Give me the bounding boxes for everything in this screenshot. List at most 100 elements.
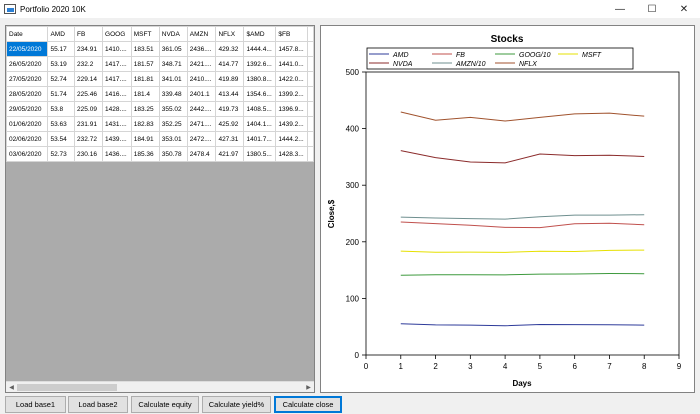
- table-cell[interactable]: 419.89: [215, 71, 245, 87]
- table-cell[interactable]: 348.71: [158, 56, 188, 72]
- table-cell[interactable]: 1444.2...: [275, 131, 309, 147]
- table-cell[interactable]: 53.19: [47, 56, 76, 72]
- table-row[interactable]: 03/06/2020 52.73 230.16 1436.... 185.36 350.7…: [6, 146, 314, 162]
- table-cell[interactable]: 1396.9...: [275, 101, 309, 117]
- table-cell[interactable]: 26/05/2020: [6, 56, 49, 72]
- table-cell[interactable]: 53.54: [47, 131, 76, 147]
- table-row[interactable]: 01/06/2020 53.63 231.91 1431.... 182.83 352.2…: [6, 116, 314, 132]
- load-base2-button[interactable]: Load base2: [68, 396, 128, 413]
- table-cell[interactable]: 234.91: [74, 41, 104, 57]
- table-cell[interactable]: 1428.3...: [275, 146, 309, 162]
- table-cell[interactable]: 1410....: [102, 41, 132, 57]
- table-cell[interactable]: 27/05/2020: [6, 71, 49, 87]
- table-cell[interactable]: 183.51: [130, 41, 160, 57]
- calculate-yield-button[interactable]: Calculate yield%: [202, 396, 271, 413]
- table-cell[interactable]: 232.72: [74, 131, 104, 147]
- table-cell[interactable]: 429.32: [215, 41, 245, 57]
- table-cell[interactable]: 350.78: [158, 146, 188, 162]
- table-cell[interactable]: 184.91: [130, 131, 160, 147]
- table-cell[interactable]: 1417....: [102, 56, 132, 72]
- table-cell[interactable]: 2442....: [186, 101, 217, 117]
- table-cell[interactable]: 1399.2...: [275, 86, 309, 102]
- table-cell[interactable]: 1431....: [102, 116, 132, 132]
- table-cell[interactable]: 225.46: [74, 86, 104, 102]
- table-cell[interactable]: 22/05/2020: [6, 41, 49, 57]
- table-cell[interactable]: 1457.8...: [275, 41, 309, 57]
- table-cell[interactable]: 1422.0...: [275, 71, 309, 87]
- table-cell[interactable]: 2478.4: [186, 146, 217, 162]
- col-header-msft[interactable]: MSFT: [130, 26, 160, 42]
- table-cell[interactable]: 1404.1...: [243, 116, 277, 132]
- col-header-fb[interactable]: FB: [74, 26, 104, 42]
- table-row[interactable]: 22/05/2020 55.17 234.91 1410.... 183.51 361.0…: [6, 41, 314, 57]
- table-cell[interactable]: 1354.6...: [243, 86, 277, 102]
- table-cell[interactable]: 51.74: [47, 86, 76, 102]
- col-header-nvda[interactable]: NVDA: [158, 26, 188, 42]
- table-cell[interactable]: 1417....: [102, 71, 132, 87]
- table-cell[interactable]: 229.14: [74, 71, 104, 87]
- close-button[interactable]: ✕: [679, 3, 689, 15]
- table-cell[interactable]: 52.73: [47, 146, 76, 162]
- table-cell[interactable]: 1444.4...: [243, 41, 277, 57]
- table-cell[interactable]: 425.92: [215, 116, 245, 132]
- col-header-amzn[interactable]: AMZN: [186, 26, 217, 42]
- table-cell[interactable]: 2436....: [186, 41, 217, 57]
- table-cell[interactable]: 183.25: [130, 101, 160, 117]
- table-cell[interactable]: 361.05: [158, 41, 188, 57]
- table-cell[interactable]: 1392.6...: [243, 56, 277, 72]
- table-cell[interactable]: 232.2: [74, 56, 104, 72]
- table-cell[interactable]: 2410....: [186, 71, 217, 87]
- table-cell[interactable]: 355.02: [158, 101, 188, 117]
- table-row[interactable]: 27/05/2020 52.74 229.14 1417.... 181.81 341.0…: [6, 71, 314, 87]
- col-header-fb-value[interactable]: $FB: [275, 26, 309, 42]
- table-row[interactable]: 26/05/2020 53.19 232.2 1417.... 181.57 348.71…: [6, 56, 314, 72]
- table-cell[interactable]: 1439.2...: [275, 116, 309, 132]
- table-row[interactable]: 29/05/2020 53.8 225.09 1428.... 183.25 355.02…: [6, 101, 314, 117]
- table-cell[interactable]: 1380.5...: [243, 146, 277, 162]
- scrollbar-thumb[interactable]: [17, 384, 117, 391]
- table-cell[interactable]: 02/06/2020: [6, 131, 49, 147]
- col-header-amd[interactable]: AMD: [47, 26, 76, 42]
- table-cell[interactable]: 2472....: [186, 131, 217, 147]
- calculate-close-button[interactable]: Calculate close: [274, 396, 342, 413]
- col-header-date[interactable]: Date: [6, 26, 49, 42]
- table-row[interactable]: 28/05/2020 51.74 225.46 1416.... 181.4 339.48…: [6, 86, 314, 102]
- table-cell[interactable]: 185.36: [130, 146, 160, 162]
- table-cell[interactable]: 339.48: [158, 86, 188, 102]
- table-cell[interactable]: 03/06/2020: [6, 146, 49, 162]
- table-cell[interactable]: 341.01: [158, 71, 188, 87]
- table-cell[interactable]: 414.77: [215, 56, 245, 72]
- table-cell[interactable]: 1416....: [102, 86, 132, 102]
- table-cell[interactable]: 231.91: [74, 116, 104, 132]
- table-cell[interactable]: 2471....: [186, 116, 217, 132]
- col-header-goog[interactable]: GOOG: [102, 26, 132, 42]
- table-cell[interactable]: 1439....: [102, 131, 132, 147]
- table-cell[interactable]: 181.57: [130, 56, 160, 72]
- col-header-nflx[interactable]: NFLX: [215, 26, 245, 42]
- table-row[interactable]: 02/06/2020 53.54 232.72 1439.... 184.91 353.0…: [6, 131, 314, 147]
- scroll-left-icon[interactable]: ◀: [9, 385, 14, 391]
- table-cell[interactable]: 01/06/2020: [6, 116, 49, 132]
- table-cell[interactable]: 1401.7...: [243, 131, 277, 147]
- table-cell[interactable]: 28/05/2020: [6, 86, 49, 102]
- table-cell[interactable]: 2421....: [186, 56, 217, 72]
- scroll-right-icon[interactable]: ▶: [306, 385, 311, 391]
- calculate-equity-button[interactable]: Calculate equity: [131, 396, 199, 413]
- table-cell[interactable]: 53.8: [47, 101, 76, 117]
- table-cell[interactable]: 2401.1: [186, 86, 217, 102]
- data-grid[interactable]: Date AMD FB GOOG MSFT NVDA AMZN NFLX $AM…: [5, 25, 315, 393]
- table-cell[interactable]: 182.83: [130, 116, 160, 132]
- table-cell[interactable]: 1441.0...: [275, 56, 309, 72]
- table-cell[interactable]: 419.73: [215, 101, 245, 117]
- horizontal-scrollbar[interactable]: ◀ ▶: [6, 381, 314, 392]
- table-cell[interactable]: 230.16: [74, 146, 104, 162]
- table-cell[interactable]: 1436....: [102, 146, 132, 162]
- table-cell[interactable]: 1428....: [102, 101, 132, 117]
- table-cell[interactable]: 52.74: [47, 71, 76, 87]
- table-cell[interactable]: 181.4: [130, 86, 160, 102]
- table-cell[interactable]: 413.44: [215, 86, 245, 102]
- table-cell[interactable]: 421.97: [215, 146, 245, 162]
- table-cell[interactable]: 55.17: [47, 41, 76, 57]
- load-base1-button[interactable]: Load base1: [5, 396, 66, 413]
- table-cell[interactable]: 1380.8...: [243, 71, 277, 87]
